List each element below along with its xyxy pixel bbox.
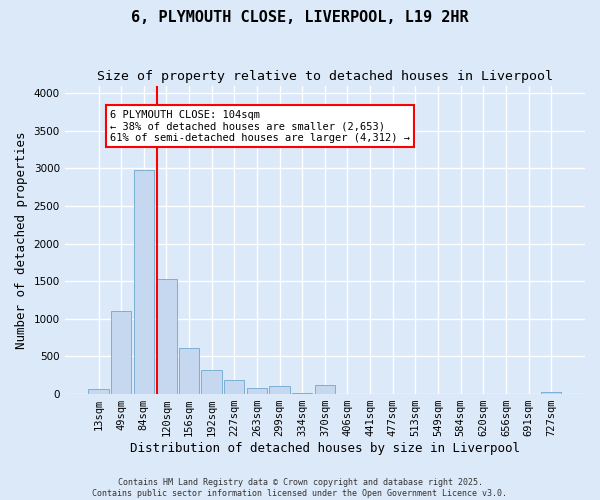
Bar xyxy=(156,279,176,394)
Y-axis label: Number of detached properties: Number of detached properties xyxy=(15,131,28,348)
Bar xyxy=(247,388,267,394)
Bar xyxy=(269,386,290,394)
Text: 6 PLYMOUTH CLOSE: 104sqm
← 38% of detached houses are smaller (2,653)
61% of sem: 6 PLYMOUTH CLOSE: 104sqm ← 38% of detach… xyxy=(110,110,410,143)
X-axis label: Distribution of detached houses by size in Liverpool: Distribution of detached houses by size … xyxy=(130,442,520,455)
Bar xyxy=(314,386,335,394)
Bar xyxy=(202,370,222,394)
Bar xyxy=(111,312,131,394)
Bar xyxy=(134,170,154,394)
Bar xyxy=(292,392,313,394)
Bar xyxy=(88,389,109,394)
Bar xyxy=(541,392,562,394)
Bar xyxy=(224,380,244,394)
Title: Size of property relative to detached houses in Liverpool: Size of property relative to detached ho… xyxy=(97,70,553,83)
Text: 6, PLYMOUTH CLOSE, LIVERPOOL, L19 2HR: 6, PLYMOUTH CLOSE, LIVERPOOL, L19 2HR xyxy=(131,10,469,25)
Text: Contains HM Land Registry data © Crown copyright and database right 2025.
Contai: Contains HM Land Registry data © Crown c… xyxy=(92,478,508,498)
Bar xyxy=(179,348,199,394)
